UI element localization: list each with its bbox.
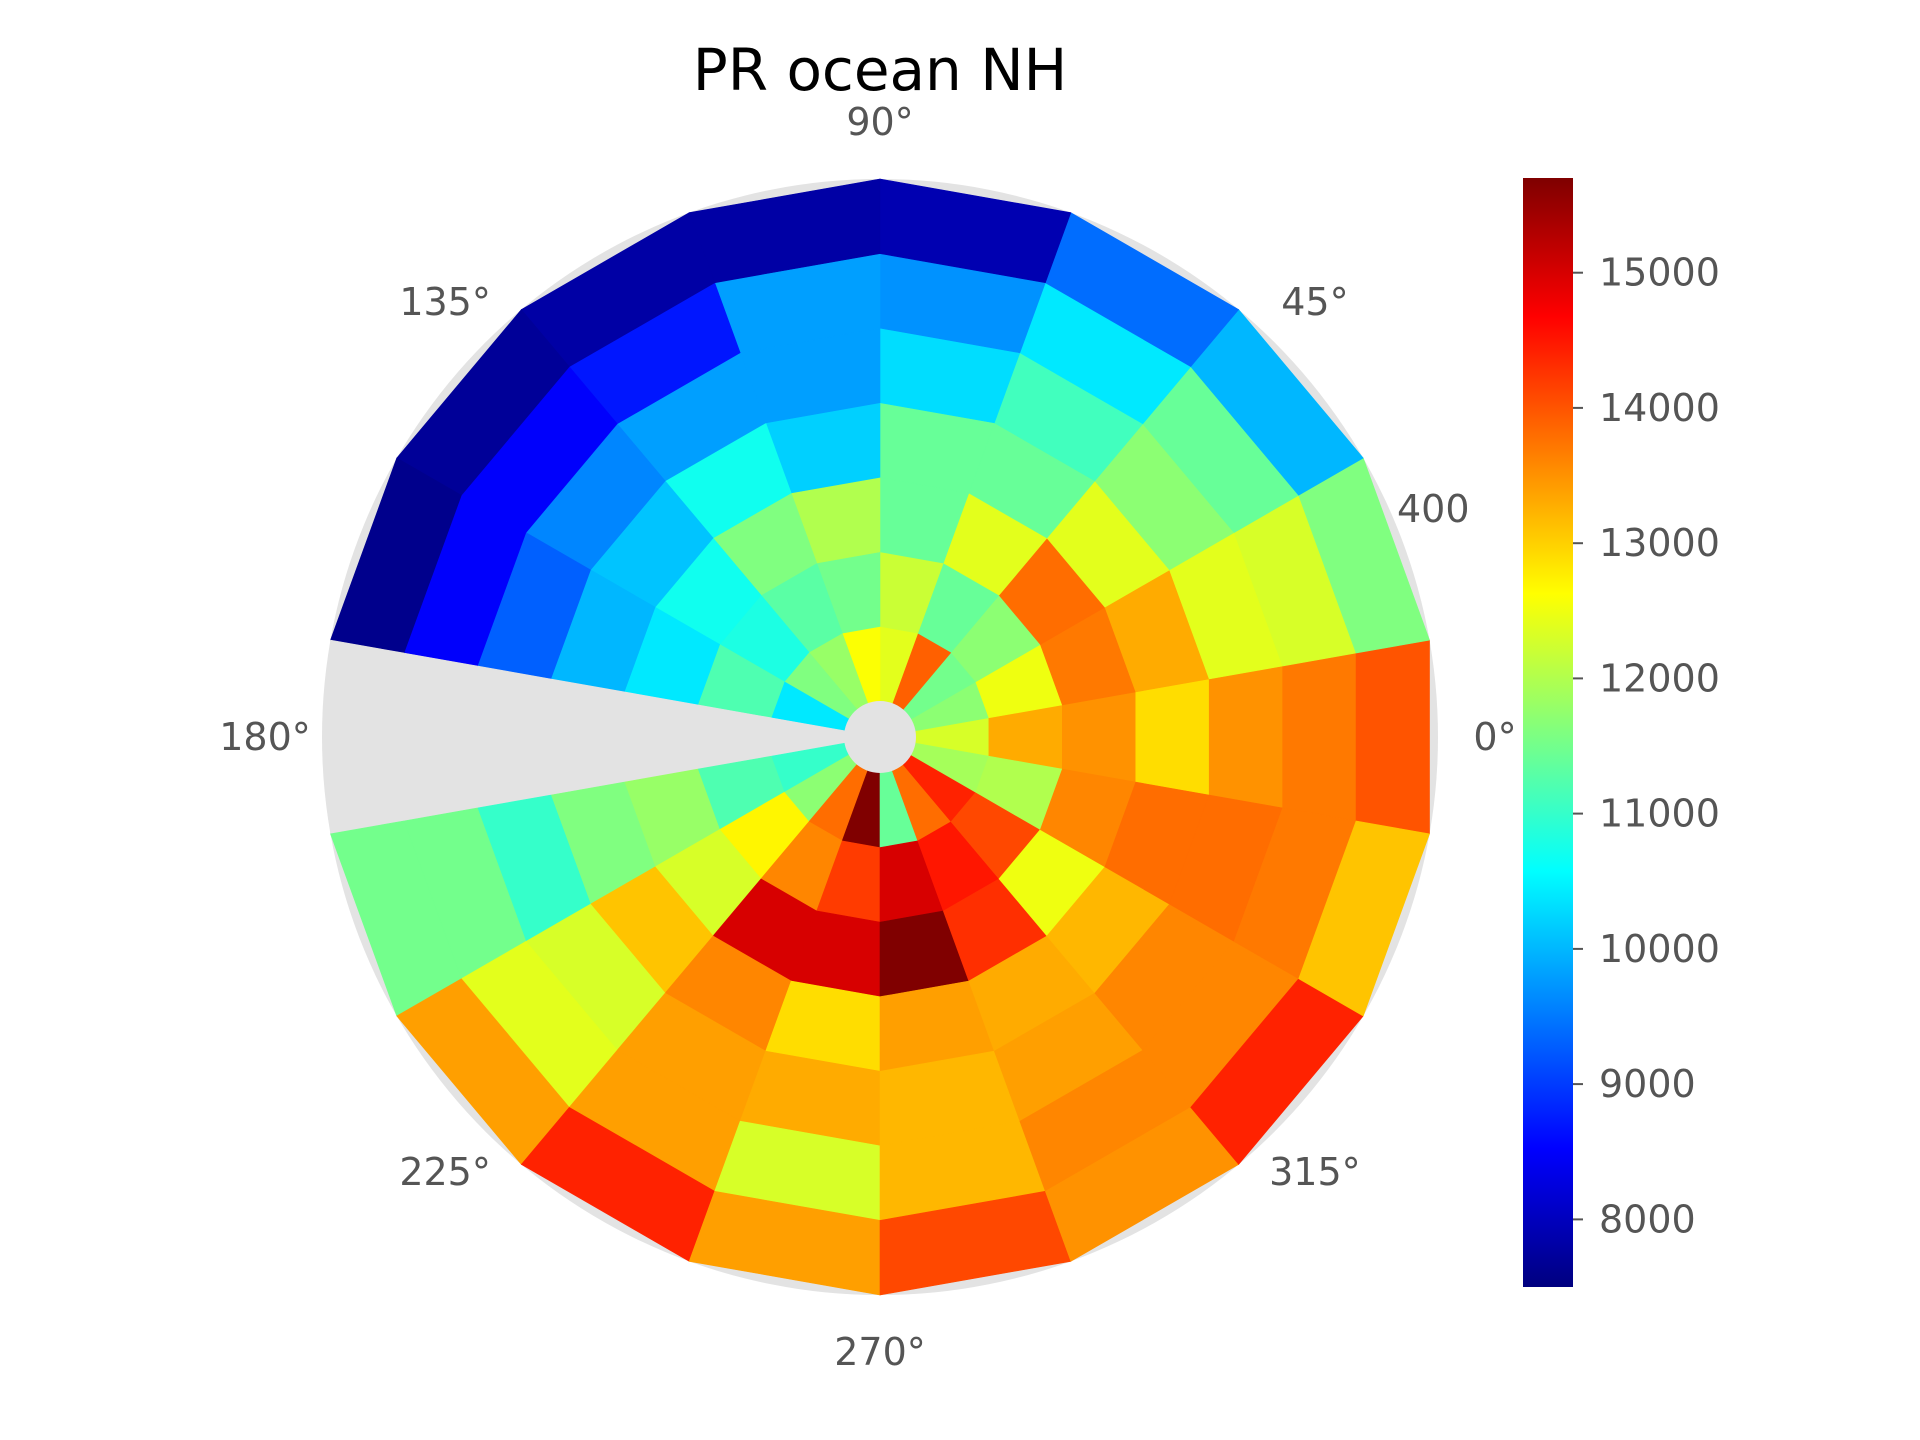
- colorbar: 8000 9000 10000 11000 12000 13000 14000 15000: [1523, 178, 1720, 1287]
- polar-cell: [403, 652, 478, 822]
- theta-tick-label: 180°: [219, 715, 311, 759]
- theta-tick-label: 90°: [846, 100, 913, 144]
- colorbar-tick-label: 14000: [1599, 386, 1720, 430]
- theta-tick-labels: 0° 45° 90° 135° 180° 225° 270° 315°: [219, 100, 1516, 1374]
- theta-tick-label: 0°: [1473, 715, 1516, 759]
- theta-tick-label: 135°: [399, 280, 491, 324]
- colorbar-tick-label: 13000: [1599, 521, 1720, 565]
- colorbar-tick-label: 15000: [1599, 251, 1720, 295]
- polar-cell: [623, 691, 698, 783]
- polar-cell: [1062, 691, 1137, 783]
- polar-cell: [477, 665, 552, 809]
- polar-cells: [330, 178, 1430, 1296]
- polar-cell: [1282, 652, 1357, 822]
- radial-tick-label: 400: [1397, 487, 1470, 531]
- theta-tick-label: 270°: [834, 1330, 926, 1374]
- theta-tick-label: 315°: [1269, 1150, 1361, 1194]
- colorbar-tick-label: 11000: [1599, 792, 1720, 836]
- colorbar-gradient: [1523, 178, 1573, 1287]
- colorbar-ticks: 8000 9000 10000 11000 12000 13000 14000 15000: [1573, 251, 1720, 1241]
- polar-cell: [1298, 820, 1430, 1017]
- chart-title: PR ocean NH: [693, 36, 1068, 104]
- colorbar-tick-label: 9000: [1599, 1062, 1696, 1106]
- radial-tick-labels: 400: [1397, 487, 1470, 531]
- polar-cell: [550, 678, 625, 796]
- colorbar-tick-label: 10000: [1599, 927, 1720, 971]
- polar-center-hole: [844, 701, 916, 773]
- theta-tick-label: 225°: [399, 1150, 491, 1194]
- colorbar-tick-label: 12000: [1599, 656, 1720, 700]
- polar-cell: [330, 639, 405, 835]
- polar-cell: [1355, 639, 1430, 835]
- colorbar-tick-label: 8000: [1599, 1197, 1696, 1241]
- theta-tick-label: 45°: [1281, 280, 1348, 324]
- polar-cell: [1135, 678, 1210, 796]
- polar-cell: [1208, 665, 1283, 809]
